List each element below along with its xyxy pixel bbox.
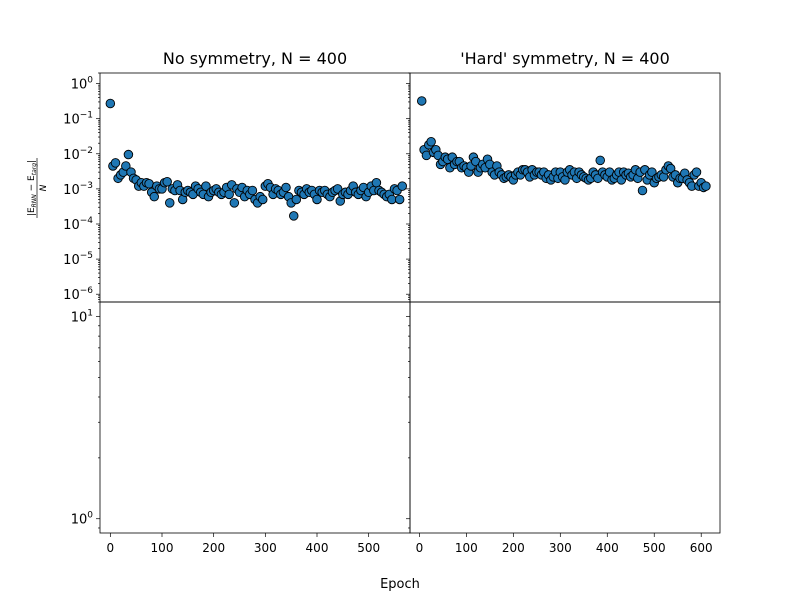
x-tick-label: 100 xyxy=(455,541,478,555)
data-point xyxy=(394,194,405,205)
x-tick-label: 500 xyxy=(643,541,666,555)
x-axis-label: Epoch xyxy=(380,577,420,592)
data-point xyxy=(258,194,268,205)
data-point xyxy=(201,181,211,191)
data-point xyxy=(123,149,134,160)
y-tick-label: 10−3 xyxy=(63,181,93,198)
axes-frame xyxy=(99,301,411,534)
y-label-numerator: |ERNN − Etarg| xyxy=(27,160,38,216)
y-label-denominator: N xyxy=(39,184,49,191)
y-tick-label: 100 xyxy=(71,511,94,528)
y-tick-label: 10−5 xyxy=(63,251,93,268)
x-tick-label: 200 xyxy=(202,541,225,555)
data-point xyxy=(397,181,408,191)
panel-top-left: 100 10−1 10−2 10−3 10−4 10−5 10−6 xyxy=(63,72,411,303)
x-tick-label: 600 xyxy=(690,541,713,555)
data-point xyxy=(110,158,121,168)
data-point xyxy=(162,176,172,187)
data-point xyxy=(247,185,258,196)
panel-top-right xyxy=(406,72,721,303)
data-point xyxy=(105,98,116,109)
x-tick-label: 400 xyxy=(306,541,329,555)
data-point xyxy=(149,191,159,202)
data-point xyxy=(224,189,234,200)
x-tick-label: 300 xyxy=(254,541,277,555)
x-tick-label: 0 xyxy=(416,541,424,555)
data-point xyxy=(371,177,382,188)
data-point xyxy=(701,181,711,191)
x-tick-label: 500 xyxy=(357,541,380,555)
data-point xyxy=(164,198,175,208)
x-tick-label: 400 xyxy=(596,541,619,555)
panel-bottom-right: 0 100 200 300 400 500 600 xyxy=(406,301,721,555)
chart-title-left: No symmetry, N = 400 xyxy=(163,49,347,68)
y-tick-label: 10−1 xyxy=(63,111,93,128)
data-point xyxy=(595,155,605,166)
x-tick-label: 0 xyxy=(107,541,115,555)
axes-frame xyxy=(409,72,721,303)
data-point xyxy=(312,194,322,205)
data-point xyxy=(291,194,302,205)
data-point xyxy=(416,96,427,106)
y-tick-label: 10−6 xyxy=(63,286,93,303)
data-point xyxy=(144,179,154,189)
y-tick-label: 101 xyxy=(71,309,93,326)
x-tick-label: 100 xyxy=(151,541,174,555)
x-tick-label: 300 xyxy=(549,541,572,555)
y-tick-label: 10−4 xyxy=(63,216,93,233)
chart-title-right: 'Hard' symmetry, N = 400 xyxy=(460,49,670,68)
data-point xyxy=(121,161,131,171)
y-tick-label: 100 xyxy=(71,76,94,93)
data-point xyxy=(426,137,436,147)
data-point xyxy=(691,167,702,177)
data-point xyxy=(637,185,648,196)
x-tick-label: 200 xyxy=(502,541,525,555)
axes-frame xyxy=(409,301,721,534)
data-point xyxy=(289,211,299,221)
y-axis-label: |ERNN − Etarg| N xyxy=(27,158,49,218)
data-point xyxy=(647,167,657,177)
panel-bottom-left: 101 100 0 100 200 300 400 500 xyxy=(71,301,411,555)
y-tick-label: 10−2 xyxy=(63,146,93,163)
data-point xyxy=(229,198,240,208)
data-point xyxy=(281,182,291,193)
